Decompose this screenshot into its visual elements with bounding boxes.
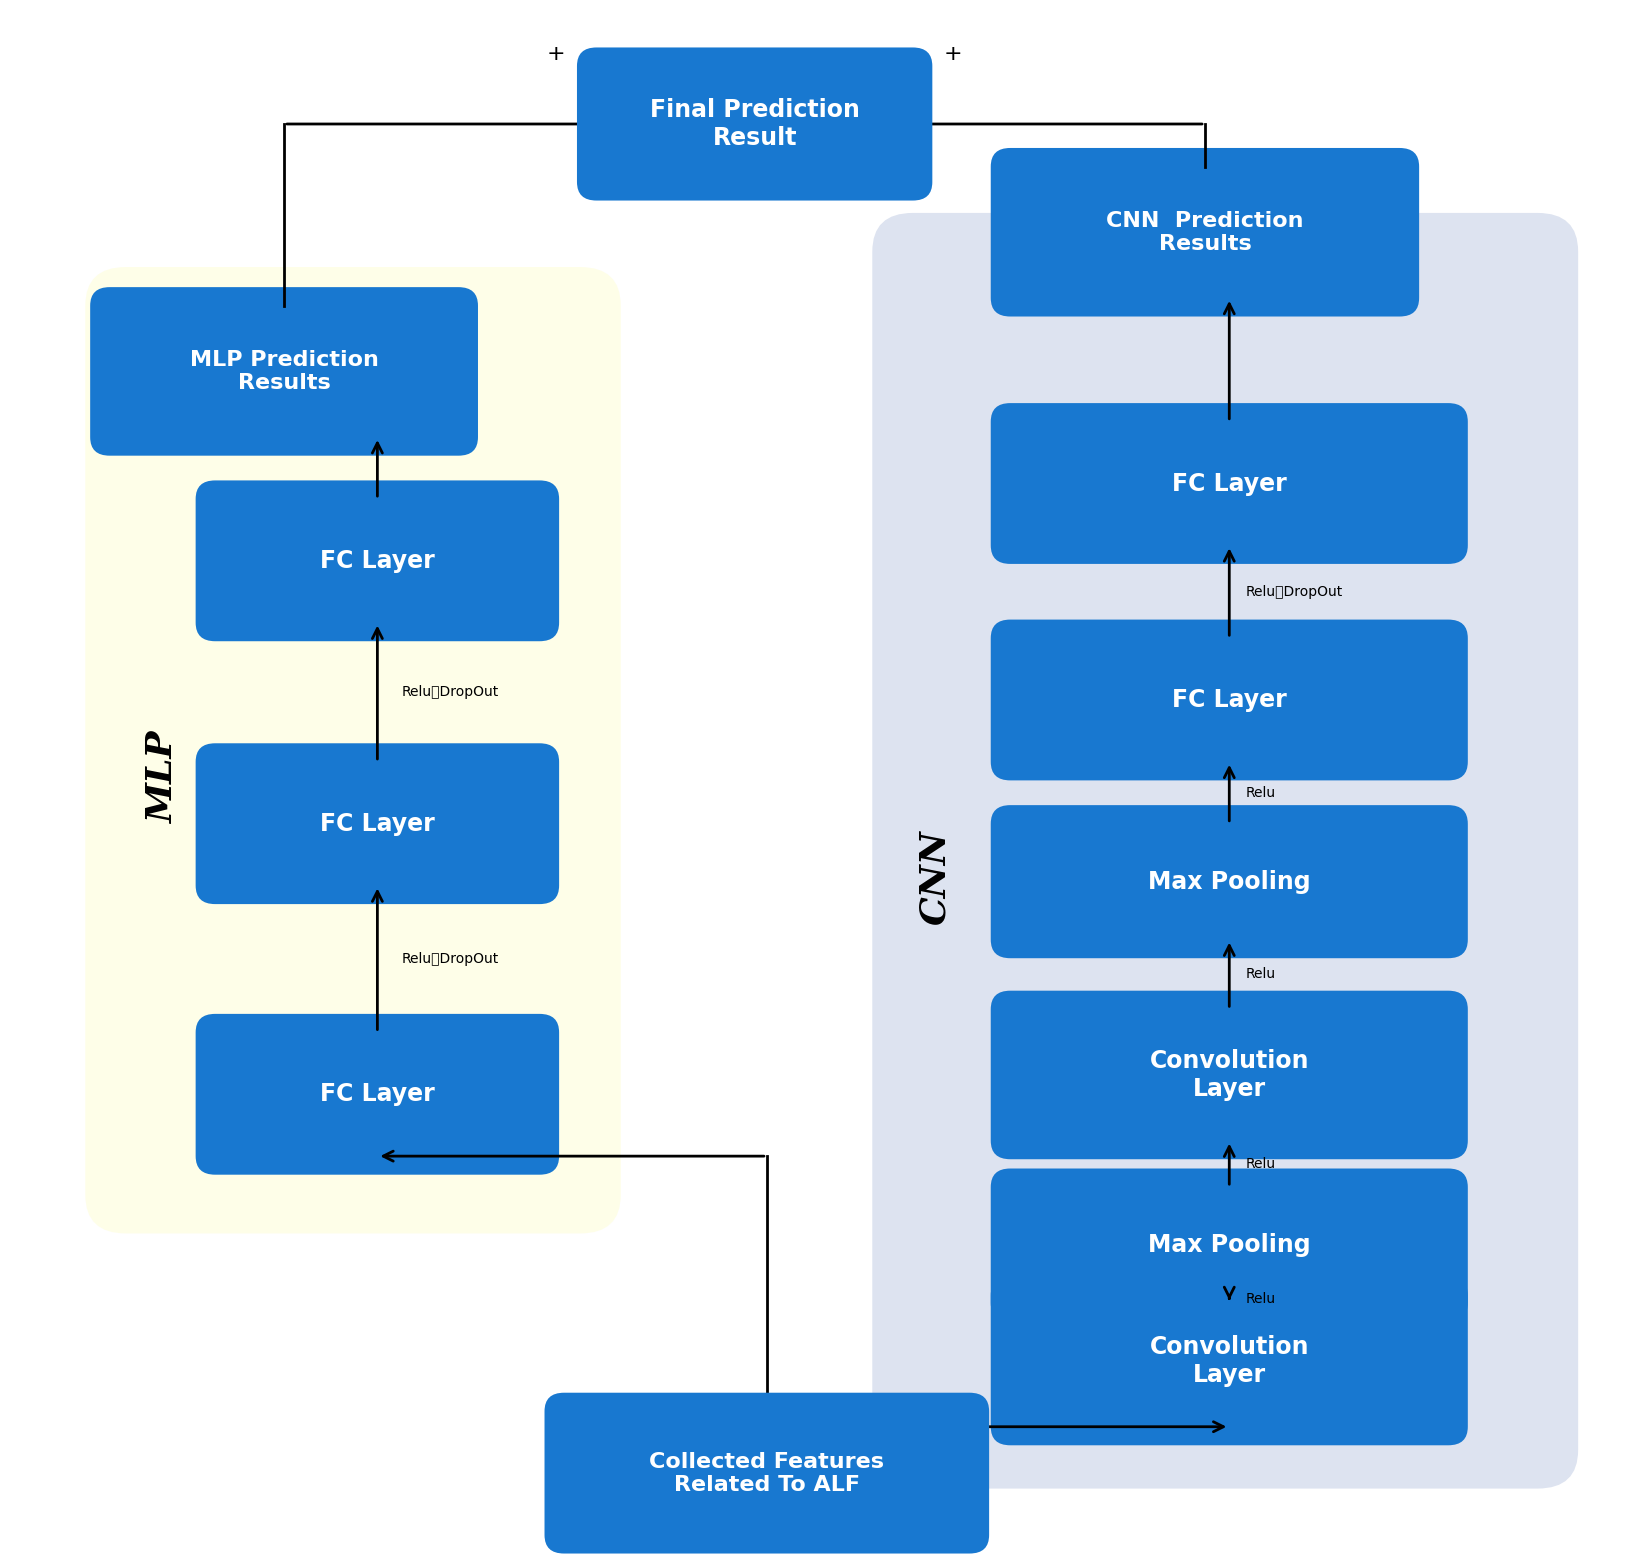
FancyBboxPatch shape: [90, 286, 478, 456]
Text: +: +: [546, 44, 566, 64]
FancyBboxPatch shape: [989, 148, 1418, 316]
FancyBboxPatch shape: [85, 268, 621, 1233]
Text: CNN: CNN: [918, 830, 952, 925]
FancyBboxPatch shape: [989, 403, 1467, 564]
Text: Relu: Relu: [1245, 1157, 1275, 1171]
Text: FC Layer: FC Layer: [319, 1082, 435, 1107]
Text: FC Layer: FC Layer: [319, 811, 435, 836]
FancyBboxPatch shape: [196, 481, 559, 641]
Text: Relu、DropOut: Relu、DropOut: [401, 685, 499, 699]
Text: FC Layer: FC Layer: [319, 548, 435, 573]
Text: Max Pooling: Max Pooling: [1148, 1233, 1311, 1256]
FancyBboxPatch shape: [989, 990, 1467, 1160]
Text: Final Prediction
Result: Final Prediction Result: [649, 98, 859, 149]
Text: Convolution
Layer: Convolution Layer: [1149, 1334, 1309, 1387]
Text: +: +: [944, 44, 962, 64]
Text: FC Layer: FC Layer: [1172, 472, 1286, 495]
FancyBboxPatch shape: [196, 1014, 559, 1174]
Text: Relu: Relu: [1245, 967, 1275, 981]
Text: Relu: Relu: [1245, 1292, 1275, 1306]
FancyBboxPatch shape: [544, 1392, 988, 1554]
Text: Relu: Relu: [1245, 786, 1275, 800]
FancyBboxPatch shape: [872, 213, 1578, 1488]
Text: Collected Features
Related To ALF: Collected Features Related To ALF: [649, 1451, 883, 1495]
Text: Max Pooling: Max Pooling: [1148, 870, 1311, 894]
Text: FC Layer: FC Layer: [1172, 688, 1286, 712]
Text: MLP: MLP: [147, 732, 179, 824]
FancyBboxPatch shape: [989, 805, 1467, 958]
Text: CNN  Prediction
Results: CNN Prediction Results: [1105, 210, 1302, 254]
FancyBboxPatch shape: [196, 743, 559, 905]
FancyBboxPatch shape: [577, 47, 932, 201]
Text: Convolution
Layer: Convolution Layer: [1149, 1049, 1309, 1101]
FancyBboxPatch shape: [989, 620, 1467, 780]
Text: Relu、DropOut: Relu、DropOut: [1245, 585, 1341, 599]
FancyBboxPatch shape: [989, 1168, 1467, 1322]
Text: MLP Prediction
Results: MLP Prediction Results: [189, 350, 378, 392]
Text: Relu、DropOut: Relu、DropOut: [401, 951, 499, 965]
FancyBboxPatch shape: [989, 1277, 1467, 1445]
